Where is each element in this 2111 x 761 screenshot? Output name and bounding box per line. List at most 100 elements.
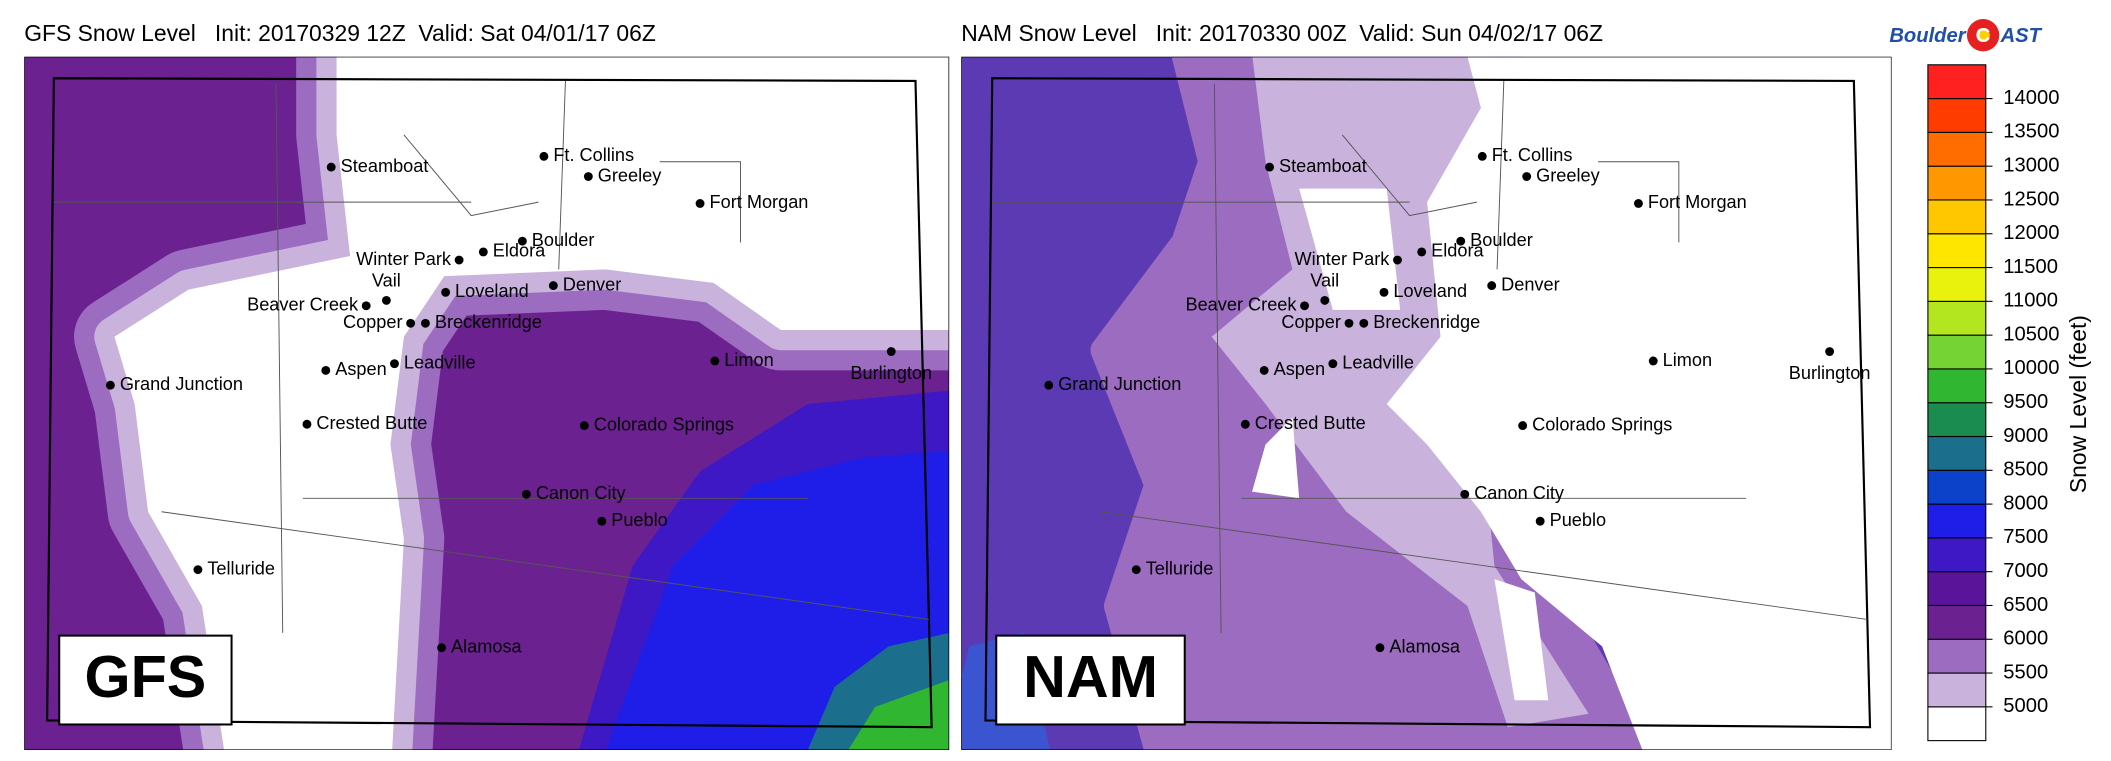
colorbar-tick-label: 7000 <box>2003 560 2048 582</box>
city-dot <box>441 287 451 297</box>
city-label: Eldora <box>493 241 546 261</box>
city-label: Limon <box>1663 350 1712 370</box>
colorbar-swatch <box>1927 571 1987 607</box>
colorbar-swatch <box>1927 64 1987 100</box>
city-label: Loveland <box>455 281 529 301</box>
colorbar-swatch <box>1927 503 1987 539</box>
colorbar-tick-label: 12000 <box>2003 222 2059 244</box>
state-border <box>46 77 933 729</box>
logo-badge-letter: C <box>1976 25 1991 47</box>
city-label: Aspen <box>335 359 386 379</box>
model-box <box>58 634 233 726</box>
city-label: Limon <box>724 350 773 370</box>
city-label: Copper <box>343 312 403 332</box>
city-dot <box>1344 318 1354 328</box>
city-label: Crested Butte <box>1255 413 1366 433</box>
city-label: Aspen <box>1274 359 1325 379</box>
city-dot <box>478 247 488 257</box>
city-label: Grand Junction <box>120 374 243 394</box>
right-title: NAM Snow Level Init: 20170330 00Z Valid:… <box>961 20 1603 46</box>
field-white <box>1386 56 1892 751</box>
city-dot <box>1131 565 1141 575</box>
city-label: Breckenridge <box>435 312 542 332</box>
city-label: Telluride <box>1146 558 1214 578</box>
city-label: Pueblo <box>611 510 668 530</box>
city-dot <box>1379 287 1389 297</box>
gfs-field <box>24 56 950 751</box>
city-dot <box>437 643 447 653</box>
city-dot <box>695 199 705 208</box>
colorbar-swatch <box>1927 435 1987 471</box>
model-label: NAM <box>1023 643 1158 710</box>
city-dot <box>381 295 391 305</box>
colorbar-tick-label: 5500 <box>2003 661 2048 683</box>
city-dot <box>390 359 399 369</box>
city-label: Ft. Collins <box>553 145 634 165</box>
colorbar-label: Snow Level (feet) <box>2065 315 2091 493</box>
city-label: Breckenridge <box>1373 312 1480 332</box>
city-dot <box>1487 281 1497 291</box>
city-dot <box>1648 356 1658 366</box>
colorbar-swatch <box>1927 98 1987 133</box>
city-dot <box>583 172 593 181</box>
city-dot <box>1456 236 1466 246</box>
city-dot <box>597 516 607 526</box>
colorbar-swatch <box>1927 469 1987 505</box>
city-label: Fort Morgan <box>710 192 809 212</box>
city-label: Beaver Creek <box>1185 295 1297 315</box>
city-dot <box>1460 489 1470 499</box>
colorbar-tick-label: 13000 <box>2003 154 2059 176</box>
colorbar-tick-label: 8000 <box>2003 492 2048 514</box>
city-label: Winter Park <box>1295 249 1391 269</box>
colorbar-tick-label: 8500 <box>2003 459 2048 481</box>
city-dot <box>1825 347 1835 356</box>
city-dot <box>1259 365 1269 375</box>
city-label: Denver <box>563 274 622 294</box>
city-dot <box>193 565 203 575</box>
city-dot <box>1320 295 1330 305</box>
colorbar-swatch <box>1927 706 1987 742</box>
city-label: Greeley <box>598 165 662 185</box>
city-dot <box>548 281 558 291</box>
city-dot <box>454 255 464 265</box>
city-dot <box>1044 380 1054 390</box>
logo-badge-center <box>1976 28 1990 42</box>
city-label: Copper <box>1281 312 1341 332</box>
field-white-patch <box>1252 188 1549 701</box>
colorbar-tick-label: 5000 <box>2003 695 2048 717</box>
city-dot <box>420 318 430 328</box>
left-title: GFS Snow Level Init: 20170329 12Z Valid:… <box>24 20 656 46</box>
model-box <box>995 634 1186 726</box>
city-dot <box>105 380 115 390</box>
colorbar-tick-label: 10500 <box>2003 323 2059 345</box>
city-label: Vail <box>1310 270 1339 290</box>
city-dot <box>326 162 336 172</box>
city-dot <box>321 365 331 375</box>
colorbar-swatch <box>1927 233 1987 269</box>
city-dot <box>1417 247 1427 257</box>
colorbar-swatch <box>1927 334 1987 370</box>
city-dot <box>1328 359 1338 369</box>
city-label: Vail <box>372 270 401 290</box>
city-dot <box>521 489 531 499</box>
logo-text: Boulder <box>1889 25 1966 47</box>
city-label: Crested Butte <box>316 413 427 433</box>
colorbar-swatch <box>1927 368 1987 404</box>
colorbar-tick-label: 7500 <box>2003 526 2048 548</box>
city-label: Denver <box>1501 274 1560 294</box>
colorbar-swatch <box>1927 402 1987 438</box>
field-green <box>848 680 950 751</box>
city-label: Canon City <box>536 483 627 503</box>
city-dot <box>1518 421 1528 431</box>
city-label: Steamboat <box>341 156 429 176</box>
city-label: Greeley <box>1536 165 1600 185</box>
city-dot <box>302 419 312 429</box>
colorbar-tick-label: 9000 <box>2003 425 2048 447</box>
city-label: Beaver Creek <box>247 295 359 315</box>
colorbar-tick-label: 13500 <box>2003 121 2059 143</box>
city-dot <box>1265 162 1275 172</box>
city-dot <box>1359 318 1369 328</box>
city-dot <box>361 301 371 311</box>
colorbar-swatch <box>1927 537 1987 573</box>
